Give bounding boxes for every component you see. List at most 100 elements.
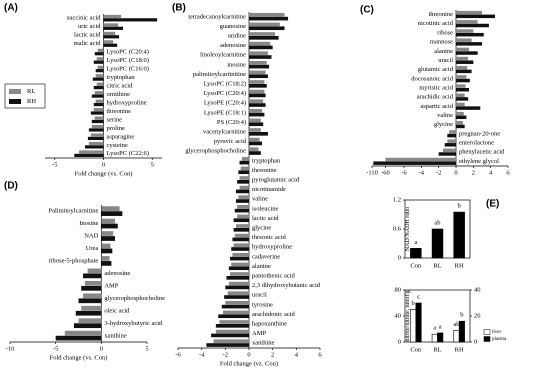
- significance-label: ab: [453, 321, 459, 328]
- category-label: succinic acid: [67, 15, 101, 22]
- bar: [103, 14, 122, 19]
- x-tick-label: 5: [145, 345, 148, 352]
- category-label: alanine: [434, 48, 453, 55]
- category-label: uridine: [228, 32, 247, 39]
- panel-label: (C): [360, 5, 374, 16]
- bar: [88, 128, 104, 132]
- bar: [444, 143, 456, 147]
- bar: [103, 43, 118, 47]
- bar: [81, 305, 102, 311]
- legend-swatch: [483, 336, 491, 342]
- category-label: LysoPC (C18:0): [107, 57, 149, 64]
- bar: [249, 112, 265, 117]
- bar: [91, 124, 104, 129]
- x-tick-label: 0: [100, 345, 103, 352]
- x-tick-label: RL: [433, 262, 441, 269]
- category-label: ornithine: [107, 91, 131, 98]
- bar: [233, 243, 249, 248]
- x-tick-label: -110: [366, 169, 378, 176]
- category-label: lactic acid: [252, 215, 279, 222]
- legend-box: [4, 83, 46, 109]
- bar: [239, 185, 249, 190]
- y-tick-label: 0.6: [393, 225, 402, 232]
- bar: [237, 204, 249, 209]
- bar: [218, 314, 249, 319]
- category-label: alanine: [252, 263, 271, 270]
- x-tick-label: 2: [271, 351, 274, 358]
- category-label: LysoPC (C20:4): [107, 49, 149, 56]
- x-tick-label: 4: [489, 169, 493, 176]
- category-label: aspartic acid: [420, 103, 453, 110]
- category-label: inosine: [227, 61, 246, 68]
- bar: [241, 156, 249, 161]
- bar: [101, 243, 111, 249]
- x-tick-label: -5: [53, 345, 58, 352]
- x-axis-label: Fold change (vz. Con): [220, 360, 278, 367]
- bar: [211, 333, 249, 338]
- bar: [456, 124, 465, 129]
- category-label: glycerophosphocholine: [104, 295, 165, 302]
- category-label: tryptophan: [107, 74, 136, 81]
- category-label: nicotinamide: [252, 186, 286, 193]
- bar: [249, 55, 272, 59]
- bar: [239, 160, 249, 165]
- bar: [249, 147, 259, 152]
- bar: [101, 206, 120, 211]
- bar: [224, 295, 249, 299]
- bar: [249, 70, 266, 75]
- bar: [239, 176, 249, 180]
- category-label: ribose: [437, 29, 453, 36]
- bar: [438, 152, 456, 156]
- bar: [456, 75, 467, 79]
- y-tick-label: 1.2: [393, 196, 401, 203]
- y-tick-label: 40: [395, 312, 402, 319]
- bar: [456, 20, 478, 24]
- category-label: linoleoylcarnitine: [200, 52, 246, 59]
- x-tick-label: -10: [6, 345, 15, 352]
- category-label: valine: [437, 112, 453, 119]
- bar: [101, 248, 113, 254]
- bar: [456, 42, 482, 46]
- bar: [456, 121, 463, 125]
- significance-label: b: [460, 312, 463, 319]
- category-label: xanthine: [104, 332, 126, 339]
- category-label: tryptophan: [252, 157, 281, 164]
- legend-swatch: [9, 89, 21, 94]
- bar: [456, 47, 469, 52]
- bar: [103, 23, 119, 27]
- bar: [78, 318, 102, 324]
- category-label: nicotinic acid: [418, 20, 454, 27]
- bar: [249, 60, 267, 65]
- category-label: AMP: [104, 282, 118, 289]
- category-label: vacenylcarnitine: [203, 128, 246, 135]
- bar: [456, 115, 467, 120]
- y-axis-label: NAD/NADH ratio: [405, 207, 411, 252]
- bar: [83, 293, 102, 299]
- bar: [101, 218, 116, 224]
- bar: [249, 137, 260, 142]
- x-tick-label: 4: [295, 351, 299, 358]
- bar: [456, 97, 469, 101]
- bar: [249, 51, 268, 56]
- bar: [93, 102, 104, 107]
- bar: [97, 48, 104, 52]
- bar: [235, 224, 249, 228]
- bar: [221, 304, 249, 309]
- significance-label: a: [414, 239, 417, 246]
- category-label: LysoPC (C20:4): [204, 90, 246, 97]
- bar: [101, 223, 118, 229]
- x-tick-label: -60: [381, 169, 390, 176]
- x-axis-label: Fold change (vs. Con): [75, 170, 133, 177]
- bar: [456, 84, 466, 88]
- x-tick-label: -5: [52, 161, 57, 168]
- bar: [93, 86, 104, 90]
- category-label: enterolactone: [459, 140, 494, 147]
- bar: [249, 99, 264, 104]
- category-label: malic acid: [74, 40, 102, 47]
- bar: [249, 103, 266, 107]
- legend-swatch: [9, 99, 21, 104]
- bar: [103, 18, 158, 22]
- category-label: NAD: [84, 233, 98, 240]
- category-label: threonine: [428, 11, 453, 18]
